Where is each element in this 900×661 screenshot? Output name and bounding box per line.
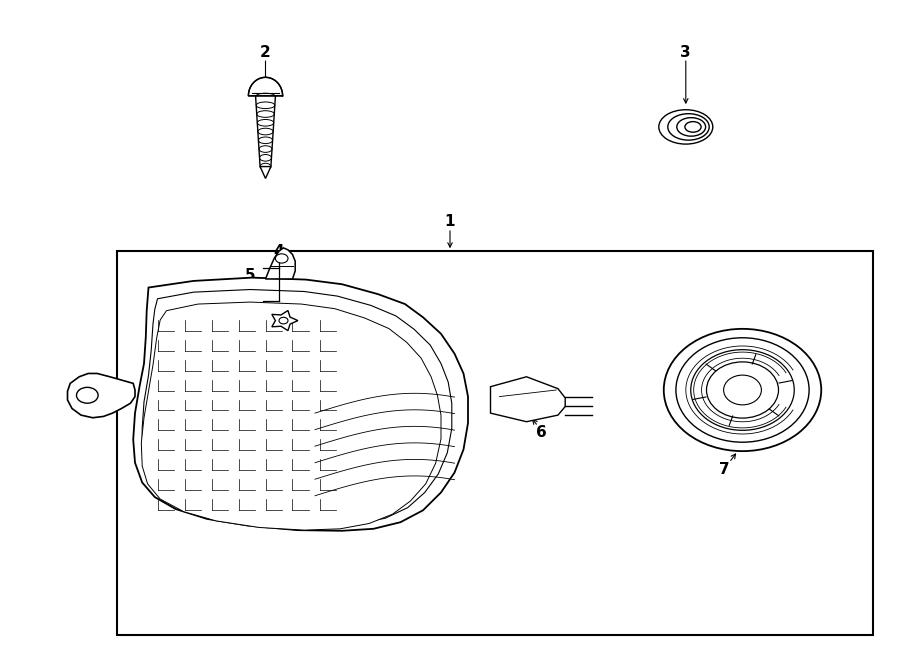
Ellipse shape [685,122,701,132]
Polygon shape [133,278,468,531]
Text: 3: 3 [680,46,691,60]
Ellipse shape [664,329,821,451]
Polygon shape [68,373,135,418]
Polygon shape [272,311,298,330]
Polygon shape [491,377,565,422]
Text: 5: 5 [245,268,256,283]
Text: 1: 1 [445,214,455,229]
Ellipse shape [676,338,809,442]
Text: 4: 4 [274,244,284,258]
Text: 2: 2 [260,46,271,60]
Ellipse shape [677,118,706,136]
Ellipse shape [691,350,794,430]
Ellipse shape [659,110,713,144]
Circle shape [275,254,288,263]
Polygon shape [260,167,271,178]
Text: 7: 7 [719,462,730,477]
Bar [117,251,873,635]
Ellipse shape [706,362,778,418]
Polygon shape [141,302,441,530]
Circle shape [76,387,98,403]
Polygon shape [142,290,452,525]
Text: 6: 6 [536,426,547,440]
Polygon shape [248,77,283,96]
Polygon shape [266,248,295,279]
Ellipse shape [724,375,761,405]
Circle shape [279,317,288,324]
Ellipse shape [668,114,709,140]
